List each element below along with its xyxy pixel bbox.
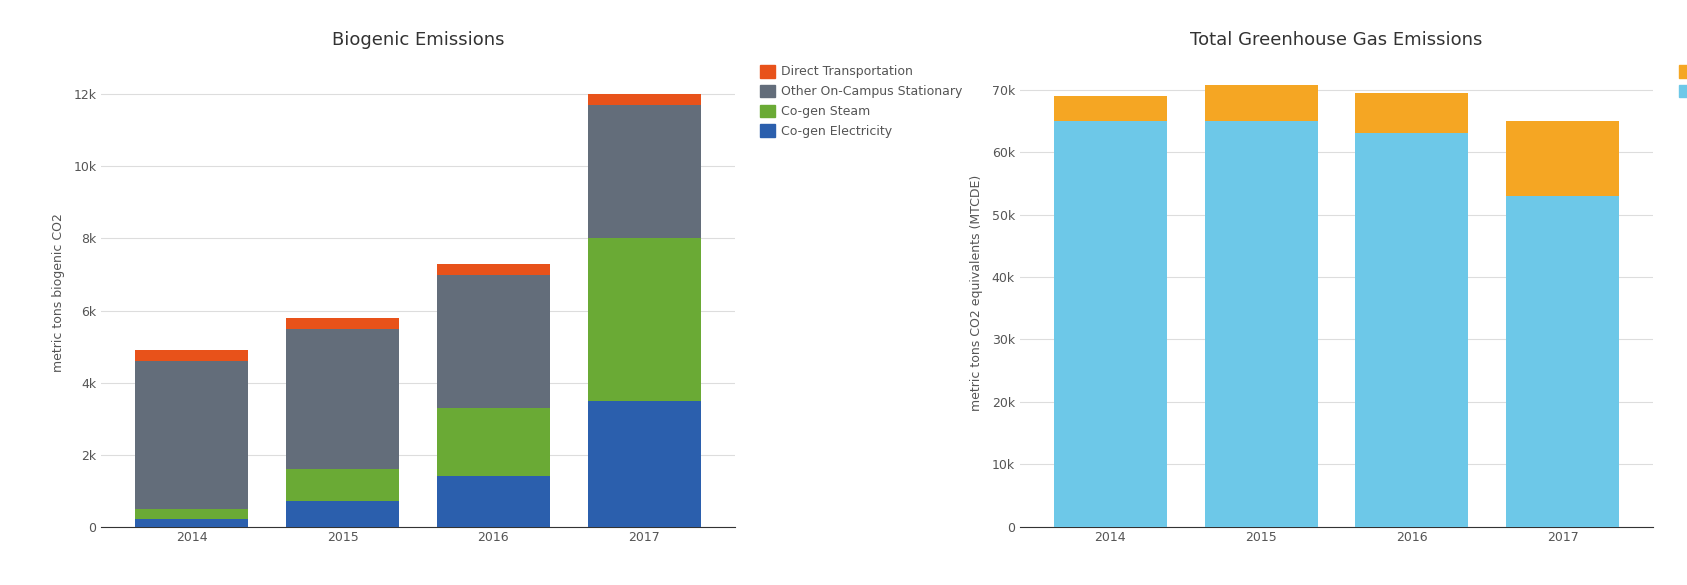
Bar [437, 274, 550, 408]
Bar [135, 508, 248, 519]
Bar [135, 519, 248, 526]
Bar [1506, 196, 1620, 526]
Bar [1355, 93, 1468, 133]
Bar [1054, 96, 1167, 121]
Bar [587, 401, 700, 526]
Bar [1054, 121, 1167, 526]
Bar [437, 264, 550, 274]
Y-axis label: metric tons biogenic CO2: metric tons biogenic CO2 [52, 213, 64, 372]
Bar [1205, 85, 1318, 121]
Title: Biogenic Emissions: Biogenic Emissions [332, 30, 504, 49]
Y-axis label: metric tons CO2 equivalents (MTCDE): metric tons CO2 equivalents (MTCDE) [970, 174, 984, 411]
Bar [587, 95, 700, 105]
Bar [1355, 133, 1468, 526]
Bar [587, 239, 700, 401]
Bar [287, 318, 400, 329]
Bar [287, 469, 400, 501]
Legend: Direct Transportation, Other On-Campus Stationary, Co-gen Steam, Co-gen Electric: Direct Transportation, Other On-Campus S… [759, 65, 963, 138]
Bar [587, 105, 700, 239]
Bar [135, 361, 248, 508]
Legend: Biogenic, Net MTCDE: Biogenic, Net MTCDE [1679, 65, 1687, 98]
Bar [437, 476, 550, 526]
Bar [1205, 121, 1318, 526]
Bar [1506, 121, 1620, 196]
Bar [287, 501, 400, 526]
Bar [135, 350, 248, 361]
Bar [437, 408, 550, 476]
Title: Total Greenhouse Gas Emissions: Total Greenhouse Gas Emissions [1191, 30, 1483, 49]
Bar [287, 329, 400, 469]
